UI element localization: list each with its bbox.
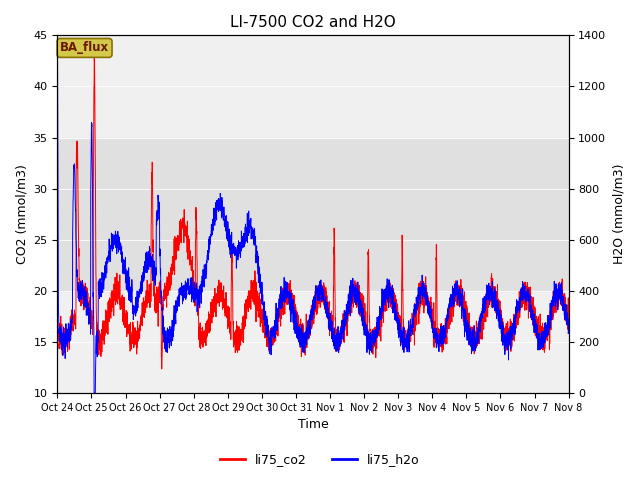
- Title: LI-7500 CO2 and H2O: LI-7500 CO2 and H2O: [230, 15, 396, 30]
- Text: BA_flux: BA_flux: [60, 41, 109, 54]
- Y-axis label: CO2 (mmol/m3): CO2 (mmol/m3): [15, 164, 28, 264]
- Y-axis label: H2O (mmol/m3): H2O (mmol/m3): [612, 164, 625, 264]
- Legend: li75_co2, li75_h2o: li75_co2, li75_h2o: [215, 448, 425, 471]
- Bar: [58, 138, 568, 291]
- X-axis label: Time: Time: [298, 419, 328, 432]
